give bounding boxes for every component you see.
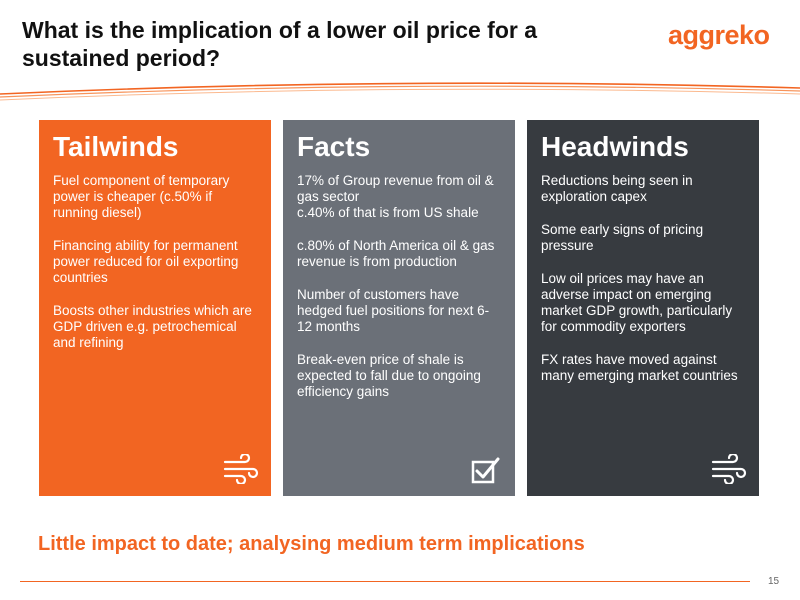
page-number: 15 xyxy=(768,576,780,587)
tailwinds-item: Financing ability for permanent power re… xyxy=(53,238,239,285)
headwinds-heading: Headwinds xyxy=(541,131,689,162)
headwinds-item: Reductions being seen in exploration cap… xyxy=(541,173,693,204)
wind-icon xyxy=(223,454,259,484)
tailwinds-item: Fuel component of temporary power is che… xyxy=(53,173,230,220)
headwinds-item: Low oil prices may have an adverse impac… xyxy=(541,271,733,334)
facts-item: 17% of Group revenue from oil & gas sect… xyxy=(297,173,494,204)
facts-item: Number of customers have hedged fuel pos… xyxy=(297,287,490,334)
decorative-swoosh xyxy=(0,82,800,101)
footer-divider xyxy=(20,581,750,582)
tailwinds-panel: Tailwinds Fuel component of temporary po… xyxy=(39,120,271,496)
headwinds-item: Some early signs of pricing pressure xyxy=(541,222,704,253)
slide-tagline: Little impact to date; analysing medium … xyxy=(38,533,585,555)
headwinds-item: FX rates have moved against many emergin… xyxy=(541,352,738,383)
facts-item: c.40% of that is from US shale xyxy=(297,205,479,220)
facts-heading: Facts xyxy=(297,131,371,162)
facts-item: Break-even price of shale is expected to… xyxy=(297,352,481,399)
facts-panel: Facts 17% of Group revenue from oil & ga… xyxy=(283,120,515,496)
tailwinds-item: Boosts other industries which are GDP dr… xyxy=(53,303,252,350)
checkbox-icon xyxy=(471,456,501,486)
aggreko-logo: aggreko xyxy=(668,20,770,50)
headwinds-panel: Headwinds Reductions being seen in explo… xyxy=(527,120,759,496)
slide-title: What is the implication of a lower oil p… xyxy=(22,17,538,71)
wind-icon xyxy=(711,454,747,484)
tailwinds-heading: Tailwinds xyxy=(53,131,179,162)
facts-item: c.80% of North America oil & gas revenue… xyxy=(297,238,495,269)
